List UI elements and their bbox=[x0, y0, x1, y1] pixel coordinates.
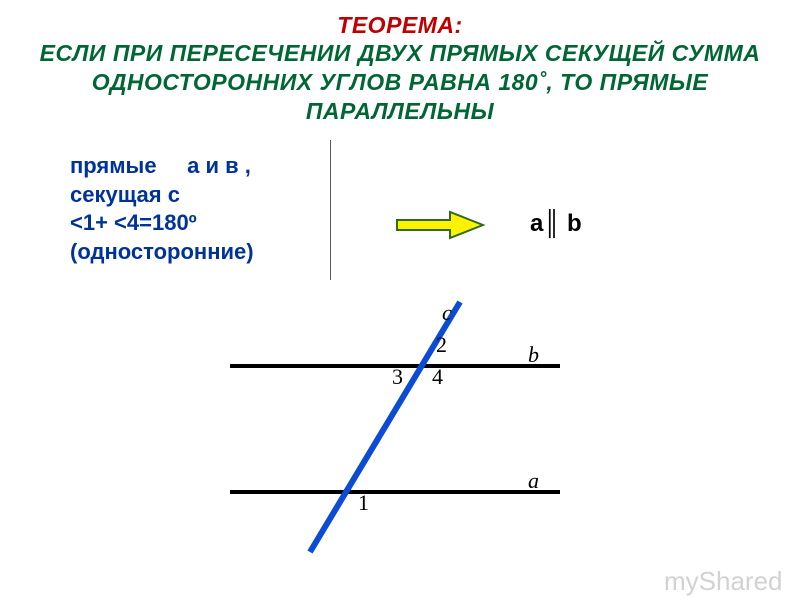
conclusion-text: а║ b bbox=[530, 210, 582, 238]
given-block: прямые а и в , секущая с <1+ <4=180º (од… bbox=[70, 152, 254, 266]
geometry-diagram: c 2 3 4 b 1 a bbox=[210, 300, 580, 560]
arrow-icon bbox=[395, 210, 485, 240]
given-line-1: секущая с bbox=[70, 181, 254, 210]
divider-line bbox=[330, 140, 331, 280]
svg-text:1: 1 bbox=[358, 490, 369, 515]
svg-text:4: 4 bbox=[432, 364, 443, 389]
parallel-icon: ║ bbox=[543, 210, 560, 237]
given-line-2: <1+ <4=180º bbox=[70, 209, 254, 238]
title-block: ТЕОРЕМА: ЕСЛИ ПРИ ПЕРЕСЕЧЕНИИ ДВУХ ПРЯМЫ… bbox=[0, 0, 800, 125]
svg-text:a: a bbox=[528, 468, 539, 493]
given-line-3: (односторонние) bbox=[70, 238, 254, 267]
conclusion-b: b bbox=[567, 210, 582, 237]
conclusion-a: а bbox=[530, 210, 543, 237]
svg-text:c: c bbox=[442, 300, 452, 325]
theorem-label: ТЕОРЕМА: bbox=[20, 12, 780, 39]
svg-text:3: 3 bbox=[392, 364, 403, 389]
given-line-0: прямые а и в , bbox=[70, 152, 254, 181]
svg-text:2: 2 bbox=[436, 332, 447, 357]
svg-text:b: b bbox=[528, 342, 539, 367]
theorem-body: ЕСЛИ ПРИ ПЕРЕСЕЧЕНИИ ДВУХ ПРЯМЫХ СЕКУЩЕЙ… bbox=[20, 39, 780, 125]
watermark-text: myShared bbox=[664, 566, 783, 597]
